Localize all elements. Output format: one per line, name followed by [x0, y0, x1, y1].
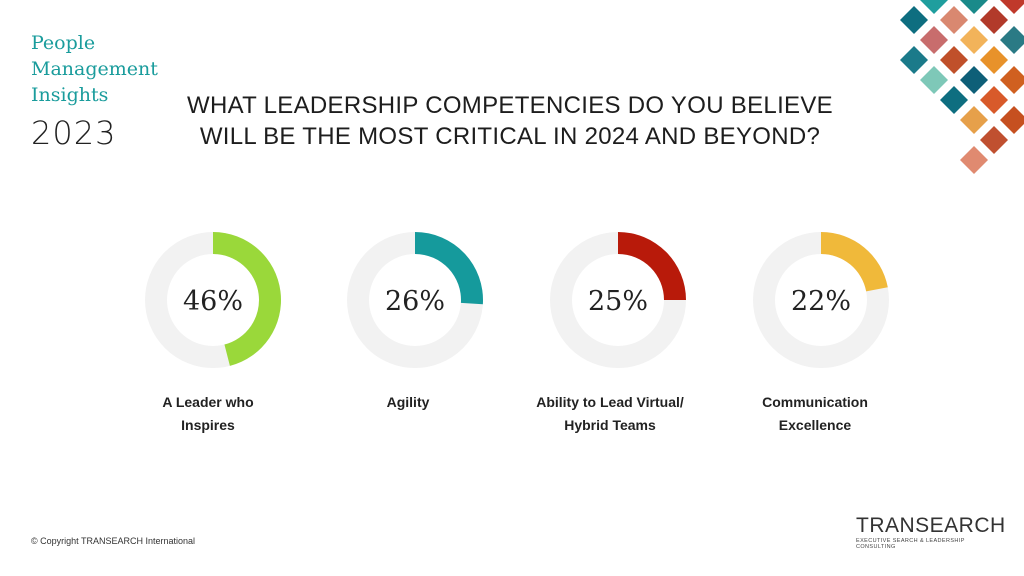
- mosaic-tile-11: [900, 46, 928, 74]
- mosaic-tile-13: [1000, 66, 1024, 94]
- mosaic-tile-18: [960, 106, 988, 134]
- category-label-2-line-1: Ability to Lead Virtual/: [536, 394, 684, 410]
- brand-block: People Management Insights: [31, 30, 158, 108]
- category-label-2-line-2: Hybrid Teams: [564, 417, 656, 433]
- donut-chart-3: 22%: [746, 225, 896, 375]
- donut-chart-1: 26%: [340, 225, 490, 375]
- category-label-0-line-1: A Leader who: [162, 394, 254, 410]
- mosaic-tile-1: [920, 0, 948, 14]
- mosaic-tile-5: [900, 6, 928, 34]
- category-label-3: Communication Excellence: [705, 391, 925, 437]
- mosaic-tile-8: [920, 26, 948, 54]
- brand-year: 2023: [31, 114, 117, 152]
- chart-title: WHAT LEADERSHIP COMPETENCIES DO YOU BELI…: [160, 90, 860, 152]
- mosaic-tile-2: [1000, 0, 1024, 14]
- mosaic-tile-14: [920, 66, 948, 94]
- mosaic-tile-12: [960, 66, 988, 94]
- mosaic-tile-19: [980, 126, 1008, 154]
- mosaic-tile-4: [980, 6, 1008, 34]
- donut-svg-2: 25%: [550, 232, 686, 368]
- mosaic-tile-6: [960, 26, 988, 54]
- decorative-mosaic: [900, 0, 1024, 174]
- category-label-3-line-1: Communication: [762, 394, 868, 410]
- category-label-1-line-1: Agility: [386, 394, 430, 410]
- mosaic-tile-0: [960, 0, 988, 14]
- chart-title-line-1: WHAT LEADERSHIP COMPETENCIES DO YOU BELI…: [187, 92, 833, 119]
- category-label-2: Ability to Lead Virtual/ Hybrid Teams: [500, 391, 720, 437]
- donut-svg-3: 22%: [753, 232, 889, 368]
- category-label-0: A Leader who Inspires: [98, 391, 318, 437]
- donut-svg-1: 26%: [347, 232, 483, 368]
- logo-wordmark: TRANSEARCH: [856, 514, 1006, 537]
- donut-chart-2: 25%: [543, 225, 693, 375]
- category-label-3-line-2: Excellence: [778, 417, 852, 433]
- mosaic-tile-17: [1000, 106, 1024, 134]
- mosaic-tile-15: [980, 86, 1008, 114]
- donut-chart-0: 46%: [138, 225, 288, 375]
- logo-tagline: EXECUTIVE SEARCH & LEADERSHIP CONSULTING: [856, 538, 965, 550]
- mosaic-tile-16: [940, 86, 968, 114]
- mosaic-tile-9: [940, 46, 968, 74]
- mosaic-tile-7: [1000, 26, 1024, 54]
- category-label-1: Agility: [298, 391, 518, 414]
- donut-svg-0: 46%: [145, 232, 281, 368]
- chart-title-line-2: WILL BE THE MOST CRITICAL IN 2024 AND BE…: [199, 123, 821, 150]
- brand-line-1: People: [31, 32, 96, 54]
- category-label-0-line-2: Inspires: [181, 417, 235, 433]
- donut-value-label-3: 22%: [791, 286, 851, 317]
- mosaic-tile-3: [940, 6, 968, 34]
- donut-slice-0: [213, 232, 281, 366]
- transearch-logo: TRANSEARCH EXECUTIVE SEARCH & LEADERSHIP…: [856, 514, 1006, 551]
- donut-value-label-1: 26%: [385, 286, 445, 317]
- mosaic-tile-20: [960, 146, 988, 174]
- donut-value-label-2: 25%: [588, 286, 648, 317]
- mosaic-tile-10: [980, 46, 1008, 74]
- donut-value-label-0: 46%: [183, 286, 243, 317]
- donut-slice-2: [618, 232, 686, 300]
- copyright-text: © Copyright TRANSEARCH International: [31, 536, 196, 546]
- donut-slice-1: [415, 232, 483, 305]
- brand-line-2: Management: [31, 58, 158, 80]
- brand-line-3: Insights: [31, 84, 109, 106]
- donut-slice-3: [821, 232, 888, 292]
